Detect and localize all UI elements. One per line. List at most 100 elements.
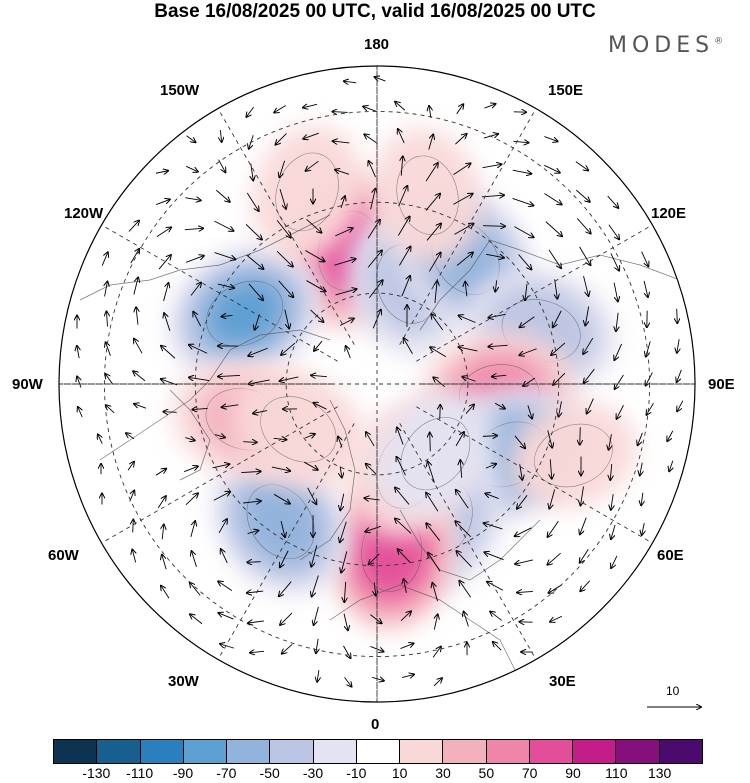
wind-arrow [610,253,619,270]
wind-arrow [548,249,561,268]
wind-arrow [241,471,260,472]
wind-arrow [559,401,562,416]
wind-arrow [642,522,645,535]
wind-arrow [271,466,290,471]
wind-arrow [161,346,176,359]
coastline-alaska [79,214,331,301]
lon-label-0: 0 [371,716,380,733]
wind-arrow [432,647,441,658]
wind-arrow [401,156,403,176]
wind-arrow [107,311,108,327]
wind-arrow [456,490,469,509]
lon-label-120w: 120W [64,205,104,222]
wind-arrow [161,586,170,599]
wind-arrow [395,102,406,111]
wind-arrow [465,282,467,297]
wind-arrow [575,161,588,171]
reference-vector-label: 10 [666,684,680,698]
wind-arrow [192,551,197,568]
wind-arrow [370,189,376,210]
wind-arrow [304,434,315,438]
wind-arrow [643,280,648,297]
wind-arrow [520,316,535,327]
colorbar [53,739,703,764]
colorbar-segment [270,740,314,763]
wind-arrow [77,377,81,388]
wind-arrow [163,412,177,413]
wind-arrow [490,612,503,621]
wind-arrow [518,254,532,270]
wind-arrow [105,374,114,385]
wind-arrow [547,430,552,447]
wind-arrow [544,164,559,172]
wind-arrow [273,438,287,439]
wind-arrow [276,133,287,144]
wind-arrow [126,433,135,440]
wind-arrow [615,374,624,389]
coastline-hudson [169,389,211,481]
wind-arrow [493,642,502,651]
meridian-line [101,406,338,544]
wind-arrow [456,104,464,115]
wind-arrow [549,584,562,593]
wind-arrow [426,493,439,512]
wind-arrow [370,614,381,624]
wind-arrow [314,340,323,351]
wind-arrow [399,247,410,266]
wind-arrow [553,310,562,327]
wind-arrow [344,581,345,602]
wind-arrow [243,442,257,443]
wind-arrow [555,279,558,298]
meridian-line [101,224,338,362]
wind-arrow [397,457,406,476]
colorbar-tick-label: -50 [259,765,280,781]
meridian-line [217,423,355,660]
wind-arrow [400,643,413,649]
colorbar-tick-label: 70 [521,765,538,781]
wind-arrow [335,289,356,296]
wind-arrow [274,105,287,112]
colorbar-segment [400,740,444,763]
brand-name: MODES [608,33,715,58]
registered-mark: ® [714,36,724,47]
wind-arrow [280,376,299,381]
meridian-line [399,423,537,660]
wind-arrow [482,164,502,169]
wind-arrow [273,493,290,503]
wind-arrow [340,466,342,477]
colorbar-segment [659,740,702,763]
wind-arrow [335,228,352,237]
wind-arrow [214,252,236,260]
wind-arrow [282,643,293,653]
colorbar-tick-label: 30 [435,765,451,781]
wind-arrow [375,77,386,81]
wind-arrow [219,613,234,620]
wind-arrow [430,347,447,358]
wind-arrow [428,253,440,272]
wind-arrow [517,495,528,508]
wind-arrow [190,583,201,596]
wind-arrow [133,278,138,295]
wind-arrow [341,551,348,572]
wind-arrow [456,252,473,266]
wind-arrow [482,436,497,437]
wind-arrow [307,487,317,504]
colorbar-tick-label: -90 [172,765,194,781]
wind-arrow [527,405,532,418]
colorbar-segment [616,740,660,763]
coastline-siberia [419,239,695,331]
colorbar-segment [313,740,357,763]
wind-arrow [185,198,200,201]
wind-arrow [513,141,528,142]
colorbar-segment [486,740,530,763]
lon-label-150e: 150E [548,82,584,99]
meridian-line [416,406,653,544]
wind-arrow [647,402,654,415]
wind-arrow [434,614,437,630]
colorbar-segment [529,740,574,763]
wind-arrow [646,372,653,385]
wind-arrow [222,315,233,316]
lon-label-60w: 60W [48,547,79,564]
coastline-greenland [299,399,356,561]
wind-arrow [130,249,139,264]
